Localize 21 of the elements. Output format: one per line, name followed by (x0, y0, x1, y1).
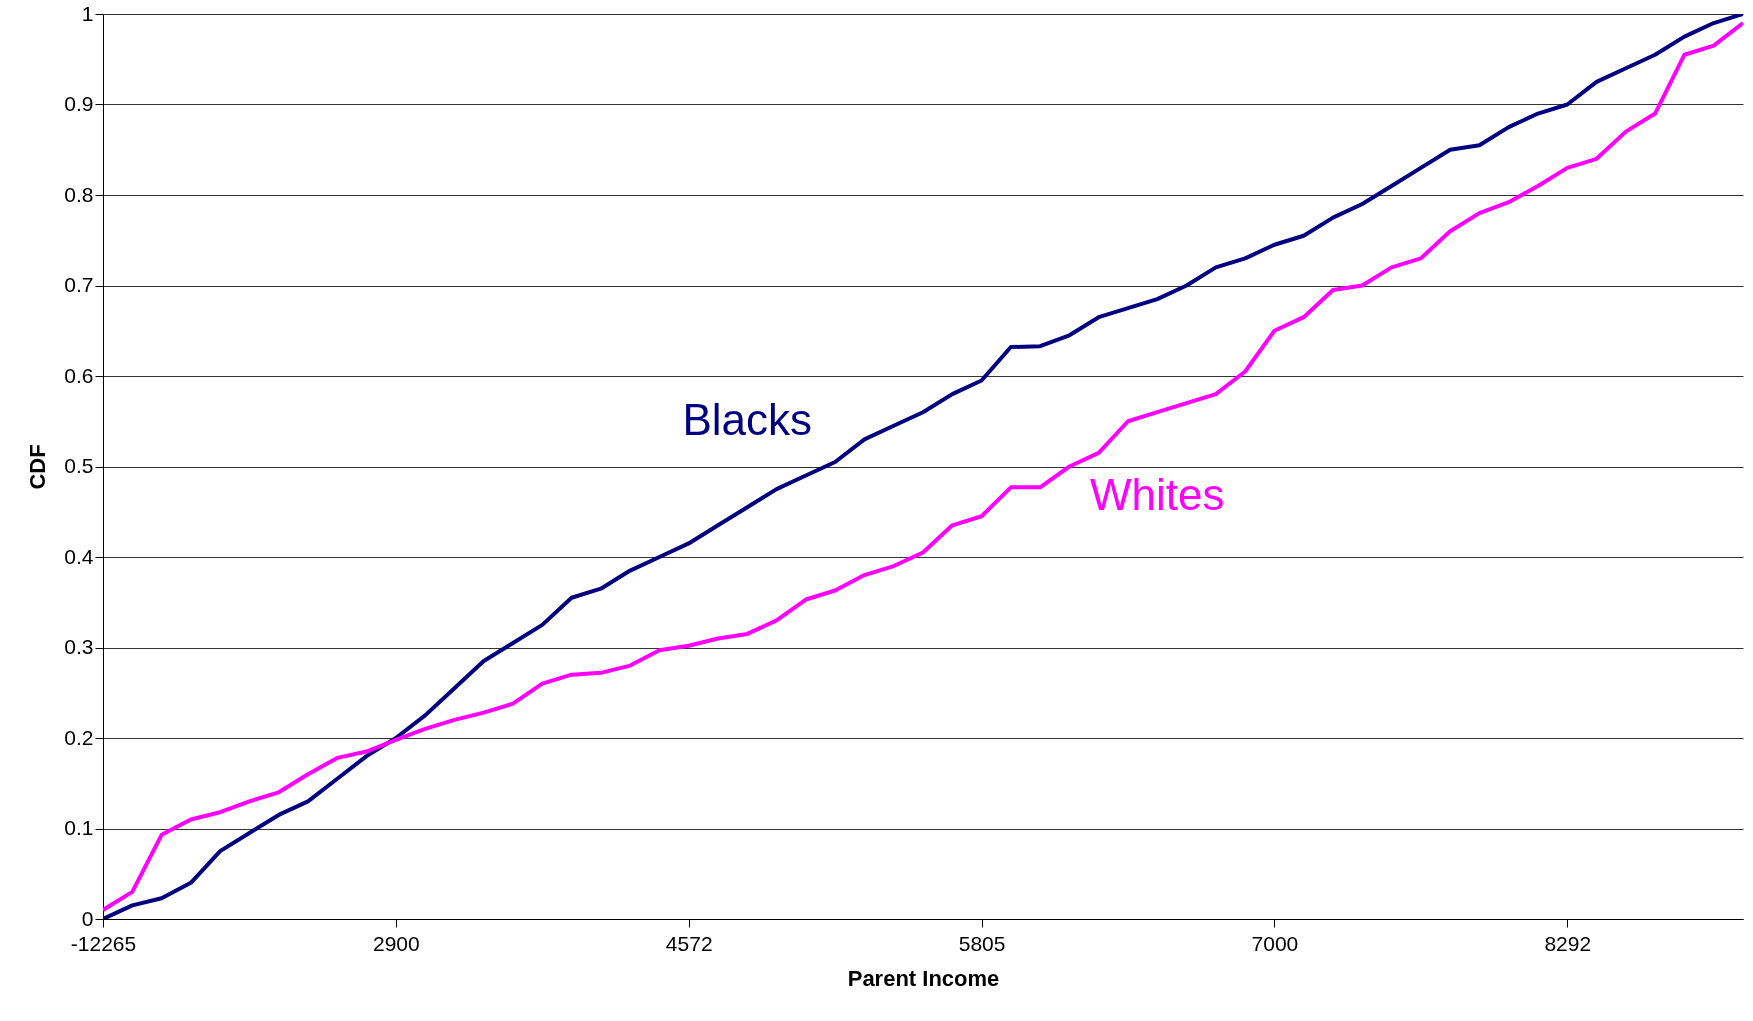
x-axis-title: Parent Income (847, 965, 1000, 991)
y-tick-label: 0.6 (64, 363, 94, 387)
x-tick-label: 8292 (1544, 931, 1592, 955)
y-tick-label: 0.1 (64, 816, 94, 839)
y-tick-label: 0.9 (64, 92, 94, 115)
y-tick-label: 0.2 (64, 725, 94, 749)
x-tick-label: 5805 (958, 931, 1006, 955)
x-tick-label: -12265 (70, 931, 137, 955)
y-tick-label: 0.5 (64, 454, 94, 477)
y-tick-label: 0.7 (64, 273, 94, 296)
y-tick-label: 0.3 (64, 635, 94, 658)
series-label: Whites (1090, 470, 1225, 520)
y-tick-label: 0.8 (64, 182, 94, 206)
series-label: Blacks (682, 395, 813, 445)
y-axis-title: CDF (25, 444, 51, 490)
y-tick-label: 1 (81, 1, 94, 25)
x-tick-label: 4572 (665, 931, 713, 955)
y-tick-label: 0 (81, 906, 94, 930)
x-tick-label: 2900 (373, 931, 420, 955)
x-tick-label: 7000 (1251, 931, 1299, 955)
y-tick-label: 0.4 (64, 544, 94, 568)
